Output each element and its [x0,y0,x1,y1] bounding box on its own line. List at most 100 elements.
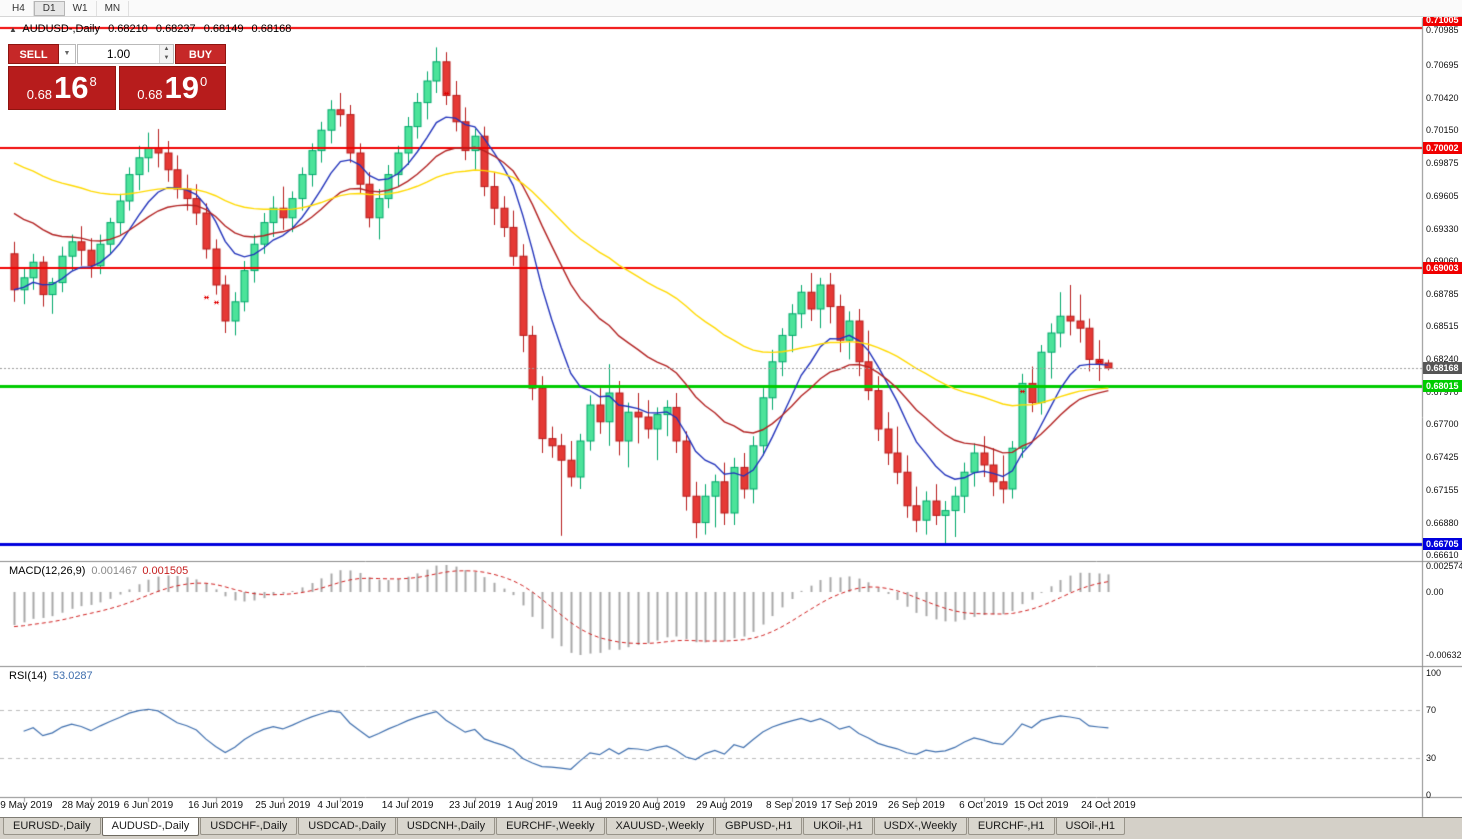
tab-usdchf-daily[interactable]: USDCHF-,Daily [200,818,298,835]
price-axis-label: 0.66610 [1426,550,1459,560]
buy-price-pips: 19 [164,70,200,105]
price-level-badge: 0.66705 [1423,537,1462,550]
sell-price-pips: 16 [54,70,89,105]
date-axis-label: 6 Jun 2019 [123,800,174,811]
price-axis-label: 0.70150 [1426,125,1459,136]
price-axis-label: 0.67425 [1426,452,1459,463]
macd-axis-label: 0.00 [1426,587,1444,597]
date-axis-label: 11 Aug 2019 [571,800,628,811]
rsi-axis-label: 30 [1426,753,1437,764]
tab-usdx-weekly[interactable]: USDX-,Weekly [873,818,967,835]
sell-button[interactable]: SELL [8,44,59,64]
price-axis-label: 0.70985 [1426,25,1459,35]
tab-eurusd-daily[interactable]: EURUSD-,Daily [3,818,101,835]
price-axis-label: 0.68515 [1426,321,1459,332]
macd-axis-label: 0.002574 [1426,561,1462,572]
one-click-trading-panel: SELL ▼ 1.00 ▲ ▼ BUY 0.68 16 8 0.68 19 0 [8,44,226,110]
price-axis-label: 0.69060 [1426,256,1459,266]
buy-button[interactable]: BUY [175,44,226,64]
trade-prices-row: 0.68 16 8 0.68 19 0 [8,66,226,110]
price-level-badge: 0.70002 [1423,141,1462,154]
price-axis-label: 0.67700 [1426,419,1459,430]
sell-price-point: 8 [89,73,97,89]
price-level-badge: 0.69003 [1423,261,1462,274]
macd-axis-label: -0.006326 [1426,650,1462,661]
rsi-axis-label: 100 [1426,668,1442,678]
tab-usdcad-daily[interactable]: USDCAD-,Daily [298,818,396,835]
tab-usdcnh-daily[interactable]: USDCNH-,Daily [396,818,496,835]
macd-panel-label: MACD(12,26,9) 0.001467 0.001505 [9,565,188,577]
price-axis-label: 0.69605 [1426,190,1459,201]
rsi-value: 53.0287 [52,670,93,682]
chart-ohlc-header: ▲ AUDUSD-,Daily 0.68210 0.68237 0.68149 … [9,23,296,35]
date-axis-label: 25 Jun 2019 [255,800,311,811]
volume-input[interactable]: 1.00 [106,47,131,61]
price-axis-label: 0.66880 [1426,517,1459,528]
date-axis-label: 15 Oct 2019 [1013,800,1069,811]
bid-price-badge: 0.68168 [1423,362,1462,375]
volume-decrease-button[interactable]: ▼ [160,54,173,63]
low-value: 0.68149 [203,23,244,35]
buy-price-display[interactable]: 0.68 19 0 [118,66,226,110]
buy-price-bigfigure: 0.68 [137,86,163,102]
price-axis-label: 0.70695 [1426,59,1459,70]
date-axis-label: 4 Jul 2019 [317,800,364,811]
date-axis-label: 28 May 2019 [61,800,120,811]
trade-controls-row: SELL ▼ 1.00 ▲ ▼ BUY [8,44,226,64]
rsi-panel-label: RSI(14) 53.0287 [9,670,93,682]
date-axis-label: 17 Sep 2019 [820,800,878,811]
buy-price-point: 0 [200,73,208,89]
open-value: 0.68210 [108,23,148,35]
date-axis-label: 16 Jun 2019 [188,800,244,811]
price-axis-label: 0.68240 [1426,354,1459,365]
date-axis-label: 19 May 2019 [0,800,53,811]
volume-dropdown[interactable]: ▼ [59,44,76,64]
date-axis-label: 6 Oct 2019 [959,800,1009,811]
timeframe-h4-button[interactable]: H4 [4,0,34,16]
price-axis-label: 0.70420 [1426,92,1459,103]
price-axis-label: 0.69875 [1426,158,1459,169]
tab-usoil-h1[interactable]: USOil-,H1 [1055,818,1126,835]
rsi-axis-label: 0 [1426,790,1432,800]
date-axis-label: 23 Jul 2019 [448,800,501,811]
tab-eurchf-h1[interactable]: EURCHF-,H1 [967,818,1055,835]
sell-price-display[interactable]: 0.68 16 8 [8,66,116,110]
macd-signal-value: 0.001505 [142,565,189,577]
chevron-down-icon: ▼ [63,50,71,57]
macd-name: MACD(12,26,9) [9,565,86,577]
tab-eurchf-weekly[interactable]: EURCHF-,Weekly [496,818,605,835]
sell-price-bigfigure: 0.68 [26,86,53,102]
volume-spinner: ▲ ▼ [159,45,173,63]
volume-field[interactable]: 1.00 ▲ ▼ [77,44,174,64]
date-axis-label: 29 Aug 2019 [696,800,753,811]
tab-xauusd-weekly[interactable]: XAUUSD-,Weekly [605,818,714,835]
price-axis-label: 0.67155 [1426,484,1459,495]
date-axis-label: 24 Oct 2019 [1081,800,1136,811]
price-level-badge: 0.71005 [1423,14,1462,26]
price-axis-label: 0.69330 [1426,223,1459,234]
timeframe-d1-button[interactable]: D1 [33,0,65,16]
macd-main-value: 0.001467 [91,565,138,577]
rsi-name: RSI(14) [9,670,47,682]
date-axis-label: 20 Aug 2019 [629,800,686,811]
tick-direction-icon: ▲ [9,25,17,34]
rsi-axis-label: 70 [1426,704,1437,715]
tab-ukoil-h1[interactable]: UKOil-,H1 [803,818,873,835]
high-value: 0.68237 [155,23,196,35]
timeframe-toolbar: H4 D1 W1 MN [0,0,1462,17]
date-axis-label: 26 Sep 2019 [888,800,945,811]
timeframe-mn-button[interactable]: MN [97,0,130,16]
timeframe-w1-button[interactable]: W1 [65,0,97,16]
date-axis-label: 8 Sep 2019 [766,800,818,811]
date-axis-label: 14 Jul 2019 [381,800,434,811]
tab-gbpusd-h1[interactable]: GBPUSD-,H1 [714,818,803,835]
chart-tab-bar: EURUSD-,Daily AUDUSD-,Daily USDCHF-,Dail… [0,817,1462,839]
tab-audusd-daily[interactable]: AUDUSD-,Daily [101,818,200,836]
price-axis-label: 0.68785 [1426,289,1459,299]
symbol-label: AUDUSD-,Daily [22,23,100,35]
close-value: 0.68168 [251,23,292,35]
price-level-badge: 0.68015 [1423,380,1462,393]
volume-increase-button[interactable]: ▲ [160,45,173,54]
